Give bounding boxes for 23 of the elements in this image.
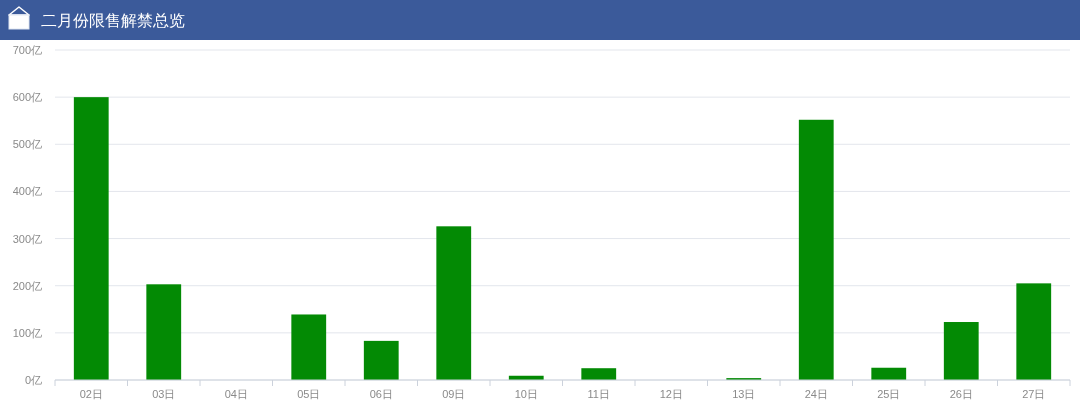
y-tick-label: 0亿: [24, 374, 42, 386]
x-tick-label: 10日: [514, 388, 538, 400]
y-tick-label: 500亿: [12, 138, 42, 151]
y-tick-label: 400亿: [12, 185, 42, 198]
y-tick-label: 100亿: [12, 326, 42, 339]
chart-title: 二月份限售解禁总览: [41, 12, 185, 29]
y-tick-label: 700亿: [12, 44, 42, 56]
x-tick-label: 05日: [297, 388, 321, 400]
x-tick-label: 02日: [79, 388, 103, 400]
y-tick-label: 300亿: [12, 232, 42, 245]
x-tick-label: 03日: [152, 388, 176, 400]
y-tick-label: 600亿: [12, 91, 42, 104]
x-tick-label: 11日: [587, 388, 610, 400]
x-tick-label: 13日: [732, 388, 756, 400]
x-tick-label: 09日: [442, 388, 466, 400]
x-tick-label: 04日: [224, 388, 248, 400]
y-tick-label: 200亿: [12, 279, 42, 292]
x-tick-label: 25日: [877, 388, 901, 400]
x-tick-label: 26日: [949, 388, 973, 400]
x-tick-label: 24日: [804, 388, 828, 400]
x-tick-label: 12日: [659, 388, 683, 400]
x-tick-label: 27日: [1022, 388, 1046, 400]
x-tick-label: 06日: [369, 388, 393, 400]
